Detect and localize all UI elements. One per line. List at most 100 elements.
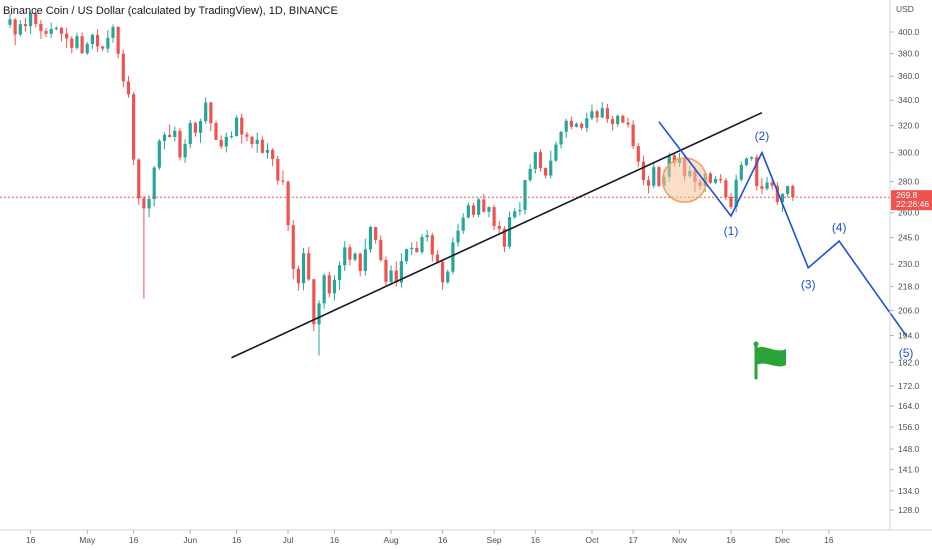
candle-body <box>271 149 275 160</box>
candle-body <box>219 139 223 147</box>
candle-body <box>713 178 718 183</box>
flag-cloth <box>757 347 786 367</box>
candle-body <box>492 207 496 226</box>
candle-body <box>672 155 676 164</box>
y-tick-label: 400.0 <box>898 27 920 37</box>
candle-body <box>286 181 290 226</box>
candle-body <box>734 179 738 208</box>
candle-body <box>636 146 640 162</box>
candle-body <box>250 136 254 144</box>
candle-body <box>101 46 105 49</box>
candle-body <box>755 157 759 187</box>
candle-body <box>29 13 33 27</box>
candle-body <box>307 253 311 280</box>
candle-body <box>152 167 156 200</box>
x-tick-label: 16 <box>232 535 242 545</box>
x-tick-label: Oct <box>585 535 599 545</box>
candle-body <box>549 160 553 176</box>
candle-body <box>513 211 517 218</box>
candle-body <box>245 134 249 137</box>
y-tick-label: 300.0 <box>898 148 920 158</box>
candle-body <box>281 180 285 182</box>
candle-body <box>75 36 79 48</box>
wave-label: (2) <box>755 129 770 143</box>
candle-body <box>322 275 326 304</box>
y-tick-label: 320.0 <box>898 121 920 131</box>
y-tick-label: 218.0 <box>898 282 920 292</box>
y-tick-label: 206.0 <box>898 305 920 315</box>
candle-body <box>368 226 373 250</box>
candle-body <box>13 19 17 35</box>
y-axis-ticks: 400.0 380.0 360.0 340.0 320.0 300.0 280.0 260.0… <box>890 27 920 515</box>
candle-body <box>229 135 234 137</box>
candle-body <box>49 29 53 34</box>
candle-body <box>312 279 316 325</box>
candle-body <box>471 205 476 215</box>
candle-body <box>358 253 362 271</box>
candle-body <box>708 173 712 183</box>
candle-body <box>65 33 69 39</box>
candle-body <box>441 261 445 283</box>
candle-body <box>585 118 589 128</box>
x-tick-label: 16 <box>726 535 736 545</box>
y-tick-label: 380.0 <box>898 49 920 59</box>
y-tick-label: 280.0 <box>898 177 920 187</box>
candle-body <box>265 149 270 153</box>
candle-body <box>389 270 393 282</box>
candle-body <box>317 303 321 325</box>
candle-body <box>580 123 584 128</box>
candle-body <box>786 185 790 194</box>
candle-body <box>162 134 167 141</box>
candle-body <box>420 237 424 253</box>
candle-body <box>276 159 280 181</box>
candle-body <box>744 158 749 166</box>
x-tick-label: May <box>79 535 96 545</box>
candle-body <box>260 139 264 153</box>
y-tick-label: 230.0 <box>898 259 920 269</box>
candle-body <box>430 235 434 255</box>
candle-body <box>554 144 558 161</box>
candle-body <box>224 136 228 147</box>
y-tick-label: 156.0 <box>898 422 920 432</box>
candle-body <box>338 265 342 280</box>
y-tick-label: 194.0 <box>898 331 920 341</box>
candle-body <box>657 167 661 187</box>
candle-body <box>652 167 656 186</box>
candle-body <box>209 102 213 124</box>
last-price-tag[interactable]: 269.8 22:26:46 <box>891 190 932 211</box>
candle-body <box>507 217 512 247</box>
candle-body <box>126 81 131 95</box>
candle-body <box>44 31 48 34</box>
candle-body <box>394 270 398 283</box>
candle-body <box>410 247 414 250</box>
candle-body <box>188 122 192 145</box>
last-price-value: 269.8 <box>896 190 918 200</box>
candle-body <box>780 193 785 203</box>
x-tick-label: 16 <box>531 535 541 545</box>
x-tick-label: Aug <box>384 535 399 545</box>
chart-title: Binance Coin / US Dollar (calculated by … <box>3 5 338 17</box>
wave-label: (1) <box>724 224 739 238</box>
candle-body <box>363 249 367 271</box>
candle-body <box>404 249 409 262</box>
candle-body <box>559 131 563 145</box>
highlight-marker <box>661 157 708 203</box>
candle-body <box>544 168 548 176</box>
candle-body <box>605 108 609 120</box>
candle-body <box>327 275 331 294</box>
candle-body <box>435 254 440 262</box>
candle-body <box>137 159 141 199</box>
candle-body <box>121 53 125 82</box>
candle-body <box>415 247 419 253</box>
candle-body <box>791 185 795 198</box>
x-tick-label: 16 <box>129 535 139 545</box>
candle-body <box>374 226 378 240</box>
candle-body <box>168 134 172 138</box>
candle-body <box>600 108 604 118</box>
plot-layer: (1) (2) (3) (4) (5) <box>0 8 913 380</box>
candle-body <box>502 228 506 247</box>
candle-body <box>569 120 573 127</box>
candle-body <box>425 235 429 238</box>
x-tick-label: 16 <box>330 535 340 545</box>
